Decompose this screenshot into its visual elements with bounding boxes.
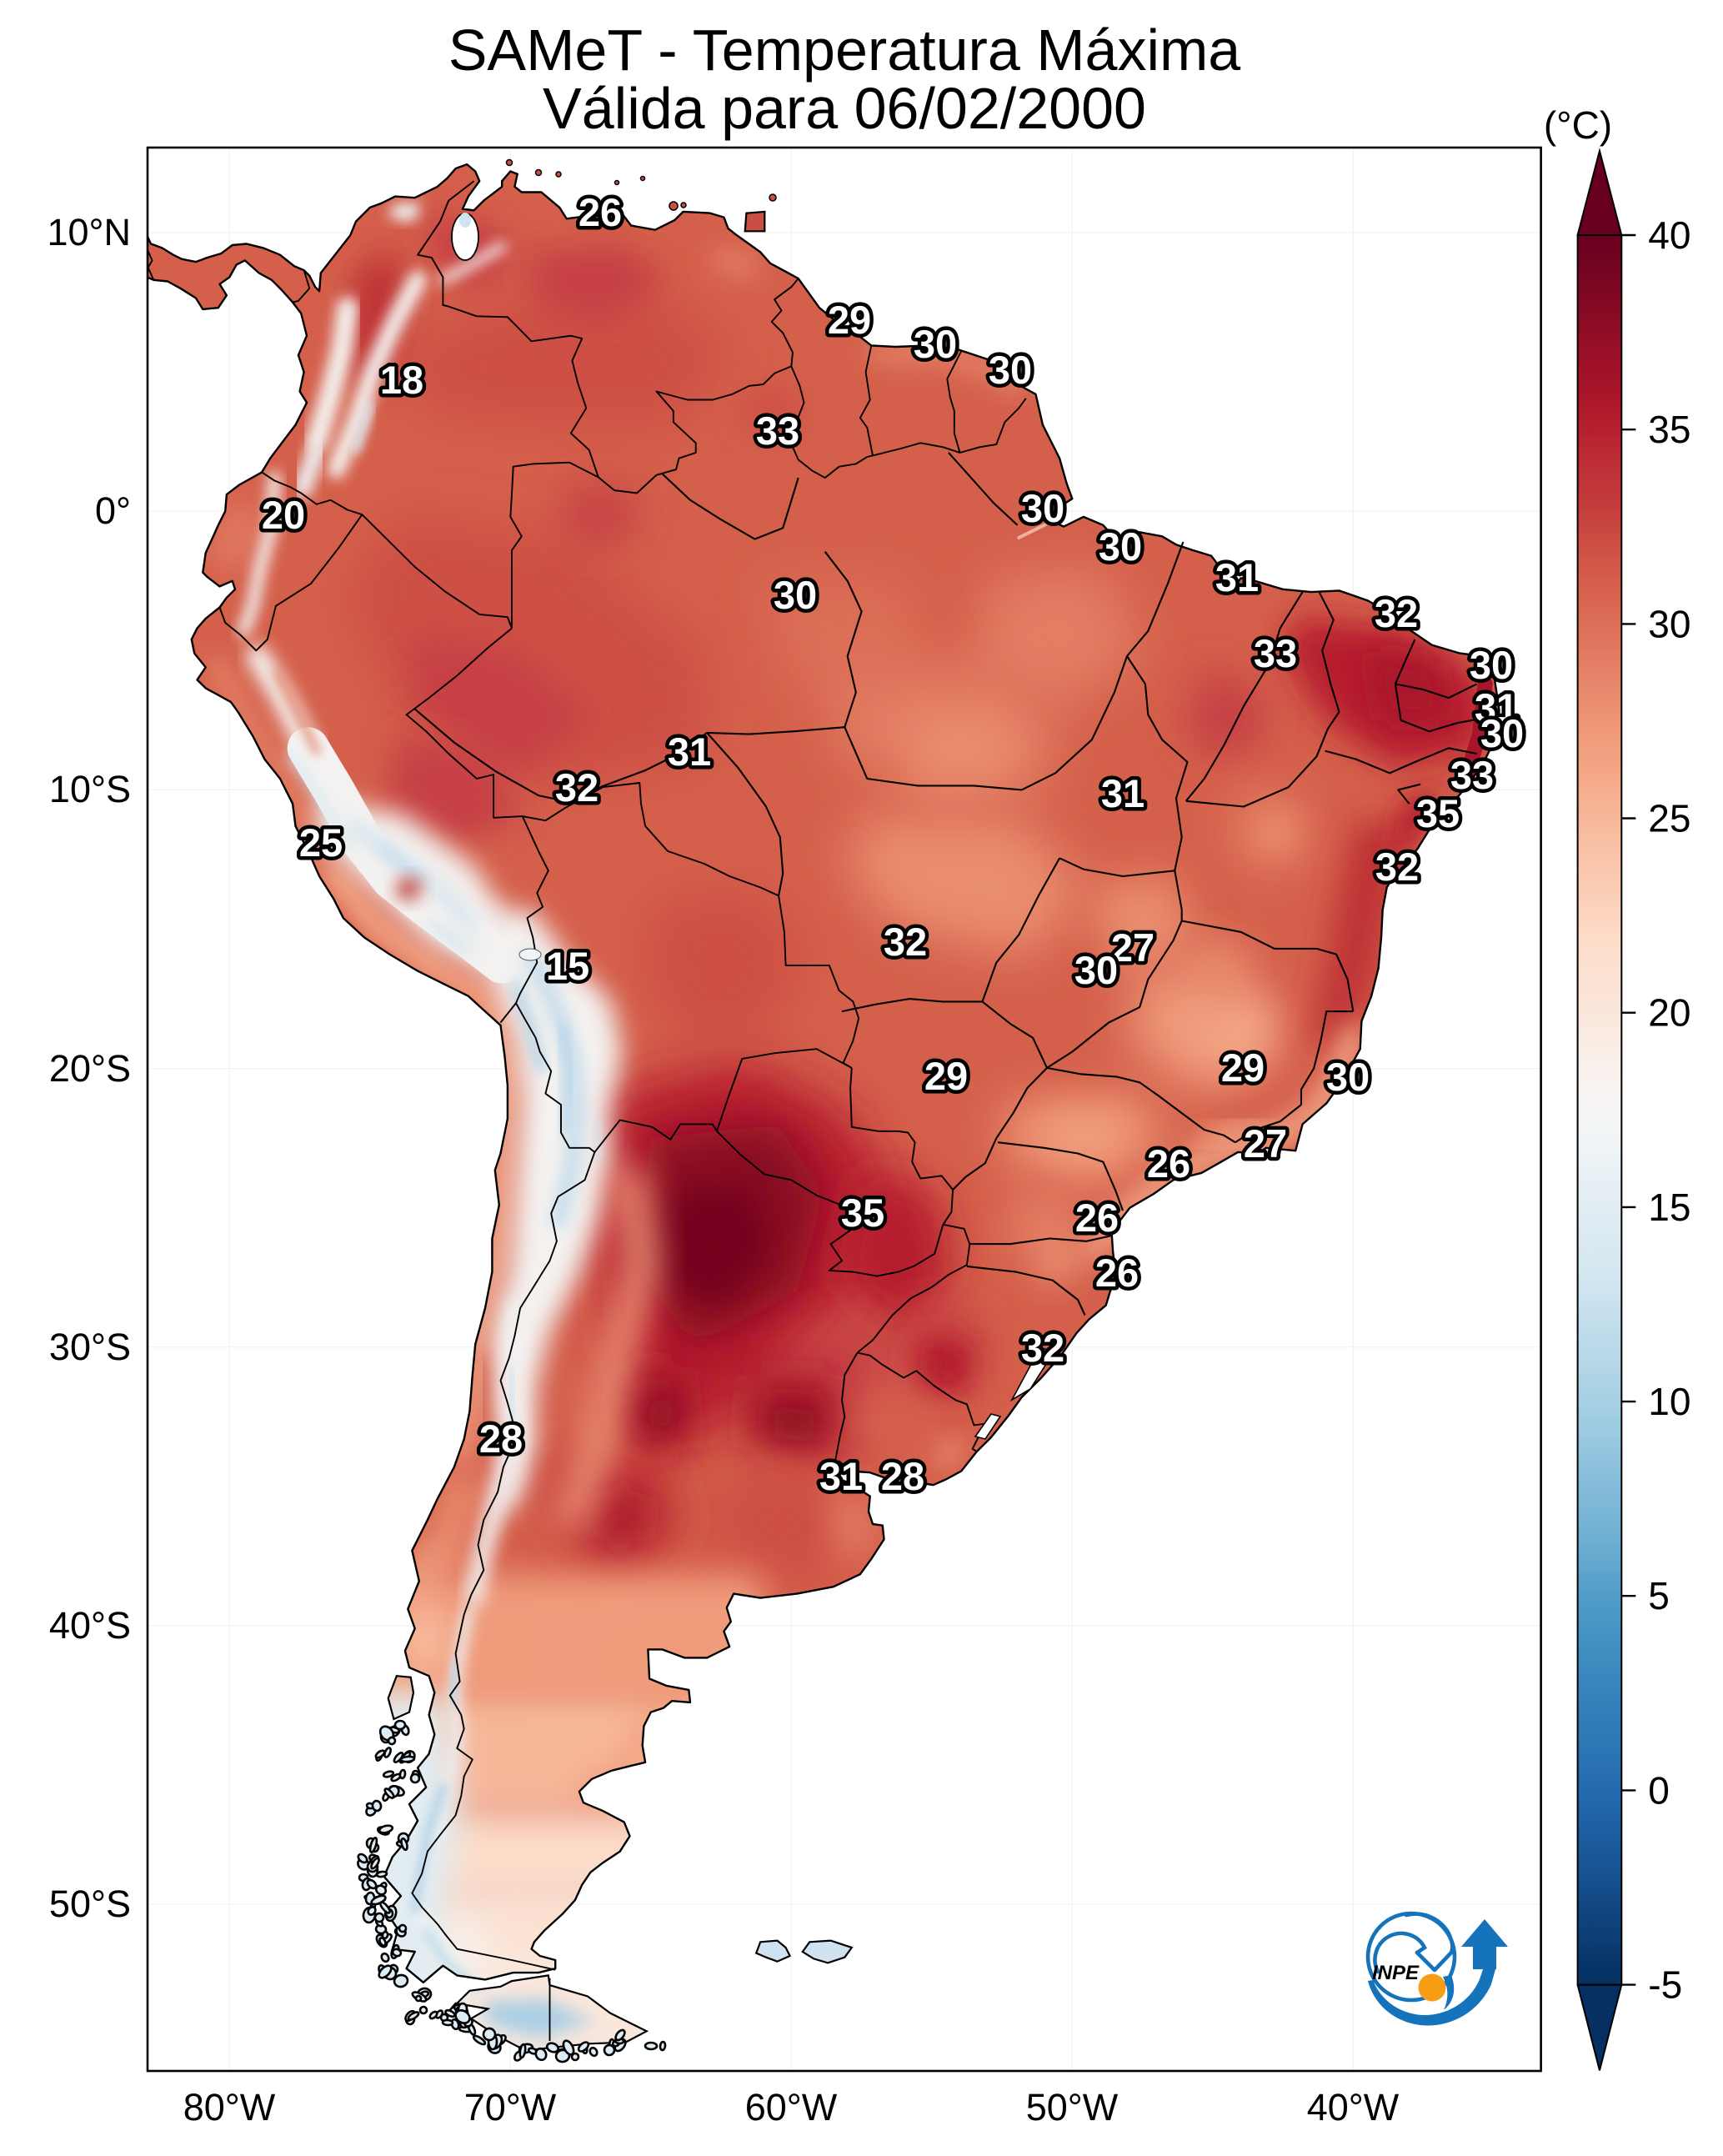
svg-text:(°C): (°C) bbox=[1544, 103, 1612, 147]
svg-text:10°N: 10°N bbox=[47, 211, 131, 253]
svg-text:-5: -5 bbox=[1648, 1963, 1682, 2007]
svg-text:31: 31 bbox=[819, 1454, 863, 1498]
svg-text:30: 30 bbox=[1480, 711, 1524, 755]
svg-text:35: 35 bbox=[841, 1191, 884, 1235]
svg-text:18: 18 bbox=[380, 358, 423, 402]
svg-text:26: 26 bbox=[1095, 1251, 1139, 1295]
svg-text:50°S: 50°S bbox=[49, 1883, 131, 1925]
svg-text:Válida para 06/02/2000: Válida para 06/02/2000 bbox=[543, 76, 1146, 141]
svg-text:20: 20 bbox=[1648, 991, 1690, 1035]
svg-text:33: 33 bbox=[1450, 753, 1494, 797]
svg-text:0°: 0° bbox=[95, 489, 131, 532]
svg-text:32: 32 bbox=[884, 920, 927, 964]
svg-text:35: 35 bbox=[1416, 791, 1460, 835]
svg-text:15: 15 bbox=[1648, 1186, 1690, 1229]
svg-text:25: 25 bbox=[1648, 797, 1690, 840]
svg-text:32: 32 bbox=[1021, 1326, 1064, 1370]
svg-text:33: 33 bbox=[1254, 631, 1297, 675]
svg-text:30: 30 bbox=[1648, 602, 1690, 645]
svg-text:40°S: 40°S bbox=[49, 1604, 131, 1647]
svg-text:5: 5 bbox=[1648, 1574, 1670, 1617]
svg-text:30°S: 30°S bbox=[49, 1326, 131, 1368]
svg-text:32: 32 bbox=[555, 765, 599, 810]
svg-text:40: 40 bbox=[1648, 213, 1690, 257]
svg-text:10: 10 bbox=[1648, 1380, 1690, 1423]
svg-text:31: 31 bbox=[668, 730, 711, 774]
svg-text:70°W: 70°W bbox=[464, 2086, 557, 2128]
svg-text:60°W: 60°W bbox=[745, 2086, 838, 2128]
svg-text:32: 32 bbox=[1375, 845, 1419, 889]
svg-text:40°W: 40°W bbox=[1307, 2086, 1400, 2128]
svg-text:50°W: 50°W bbox=[1026, 2086, 1119, 2128]
svg-text:20°S: 20°S bbox=[49, 1047, 131, 1090]
svg-text:30: 30 bbox=[1470, 643, 1513, 687]
svg-text:31: 31 bbox=[1101, 771, 1144, 815]
svg-text:26: 26 bbox=[1075, 1196, 1119, 1240]
svg-text:33: 33 bbox=[756, 409, 799, 453]
svg-text:SAMeT - Temperatura Máxima: SAMeT - Temperatura Máxima bbox=[448, 18, 1241, 83]
svg-text:31: 31 bbox=[1475, 685, 1518, 730]
svg-text:30: 30 bbox=[1326, 1055, 1370, 1099]
svg-text:0: 0 bbox=[1648, 1768, 1670, 1812]
svg-text:10°S: 10°S bbox=[49, 768, 131, 810]
svg-text:29: 29 bbox=[924, 1054, 968, 1098]
svg-text:20: 20 bbox=[262, 493, 305, 537]
svg-text:27: 27 bbox=[1111, 925, 1155, 970]
svg-text:29: 29 bbox=[1221, 1045, 1265, 1090]
svg-text:30: 30 bbox=[1021, 486, 1064, 530]
svg-text:26: 26 bbox=[1147, 1141, 1190, 1186]
svg-text:29: 29 bbox=[828, 298, 871, 342]
svg-text:30: 30 bbox=[1074, 948, 1118, 992]
svg-text:25: 25 bbox=[299, 820, 343, 865]
svg-text:26: 26 bbox=[579, 190, 622, 234]
svg-text:30: 30 bbox=[774, 573, 817, 617]
svg-text:15: 15 bbox=[546, 944, 589, 988]
svg-text:30: 30 bbox=[1099, 524, 1142, 569]
svg-text:27: 27 bbox=[1244, 1121, 1287, 1166]
svg-text:INPE: INPE bbox=[1372, 1962, 1420, 1984]
svg-text:80°W: 80°W bbox=[183, 2086, 276, 2128]
svg-text:35: 35 bbox=[1648, 408, 1690, 451]
svg-text:31: 31 bbox=[1215, 555, 1259, 599]
svg-text:28: 28 bbox=[479, 1416, 523, 1461]
svg-text:30: 30 bbox=[989, 348, 1032, 392]
svg-text:30: 30 bbox=[914, 322, 957, 366]
svg-text:28: 28 bbox=[881, 1454, 924, 1498]
svg-text:32: 32 bbox=[1375, 591, 1418, 635]
